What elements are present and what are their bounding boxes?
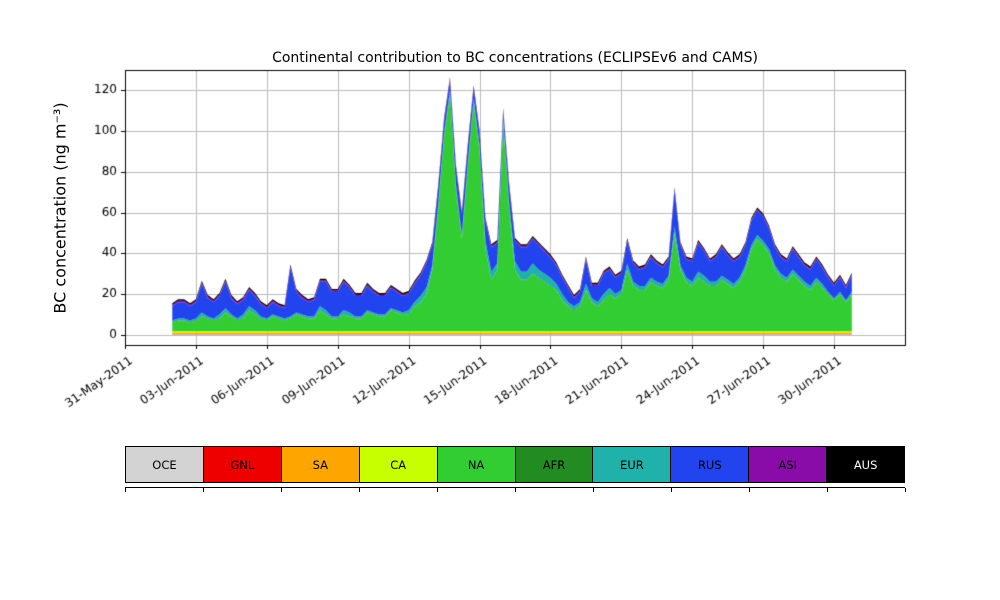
legend-label-aus: AUS bbox=[853, 457, 878, 472]
legend-label-sa: SA bbox=[312, 457, 328, 472]
legend-axis-tick bbox=[593, 488, 594, 492]
legend-label-na: NA bbox=[467, 457, 485, 472]
chart-legend: OCE GNL SA CA NA AFR EUR RUS ASI AUS bbox=[125, 446, 906, 483]
legend-item-eur: EUR bbox=[592, 446, 672, 483]
legend-label-ca: CA bbox=[390, 457, 407, 472]
legend-item-sa: SA bbox=[280, 446, 360, 483]
legend-axis-tick bbox=[749, 488, 750, 492]
legend-item-na: NA bbox=[436, 446, 516, 483]
legend-item-asi: ASI bbox=[748, 446, 828, 483]
legend-item-oce: OCE bbox=[125, 446, 204, 483]
legend-axis-tick bbox=[437, 488, 438, 492]
legend-axis-tick bbox=[515, 488, 516, 492]
legend-item-afr: AFR bbox=[514, 446, 594, 483]
legend-item-rus: RUS bbox=[670, 446, 750, 483]
legend-label-eur: EUR bbox=[620, 457, 644, 472]
legend-axis-tick bbox=[281, 488, 282, 492]
legend-axis-tick bbox=[359, 488, 360, 492]
legend-label-oce: OCE bbox=[152, 457, 177, 472]
legend-label-gnl: GNL bbox=[230, 457, 255, 472]
legend-axis bbox=[125, 487, 906, 494]
legend-axis-tick bbox=[203, 488, 204, 492]
legend-axis-tick bbox=[671, 488, 672, 492]
legend-item-aus: AUS bbox=[826, 446, 906, 483]
legend-label-rus: RUS bbox=[697, 457, 722, 472]
legend-axis-tick bbox=[125, 488, 126, 492]
legend-item-ca: CA bbox=[358, 446, 438, 483]
legend-label-asi: ASI bbox=[778, 457, 797, 472]
legend-label-afr: AFR bbox=[542, 457, 566, 472]
legend-axis-tick bbox=[905, 488, 906, 492]
legend-axis-tick bbox=[827, 488, 828, 492]
legend-item-gnl: GNL bbox=[202, 446, 282, 483]
